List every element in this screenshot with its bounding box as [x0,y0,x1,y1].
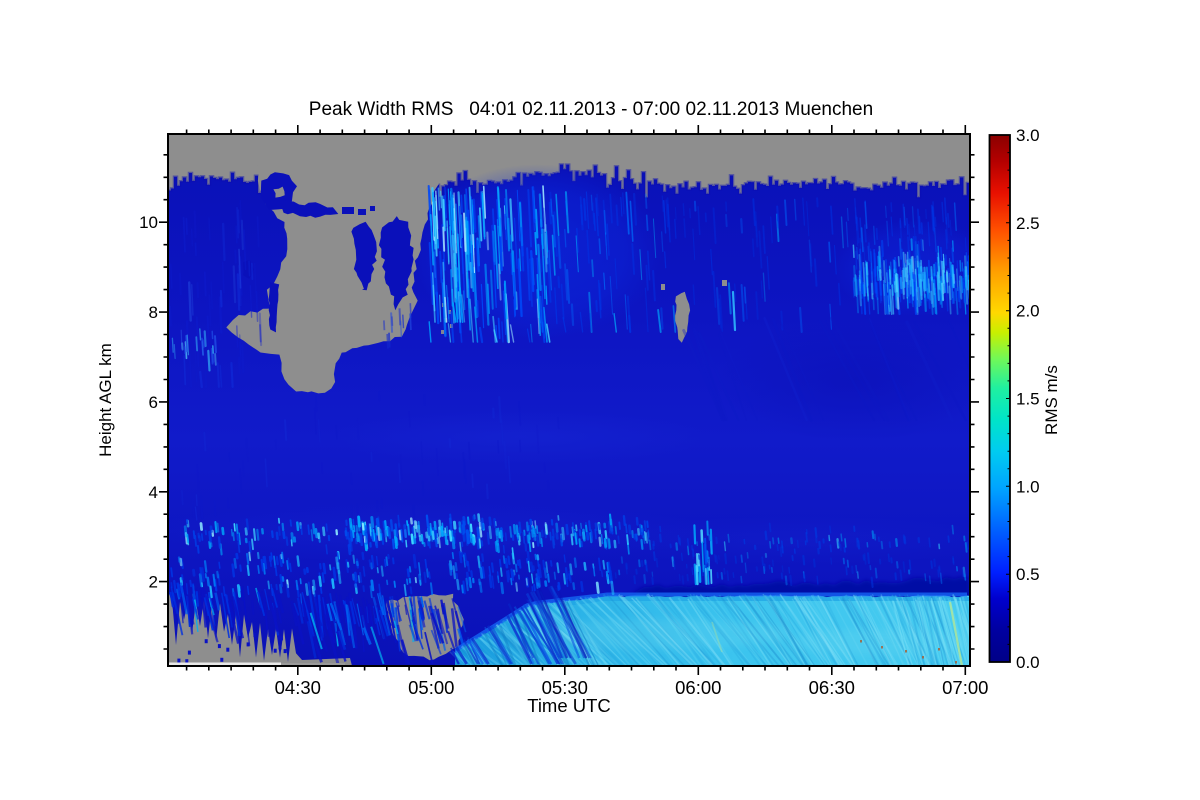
svg-text:06:00: 06:00 [675,677,721,698]
svg-text:Height AGL km: Height AGL km [96,343,115,457]
svg-text:6: 6 [149,393,158,412]
svg-text:3.0: 3.0 [1016,126,1040,145]
svg-text:8: 8 [149,303,158,322]
svg-text:0.5: 0.5 [1016,565,1040,584]
svg-text:Peak Width RMS 04:01 02.11.2: Peak Width RMS 04:01 02.11.2013 - 07:00 … [309,99,873,120]
svg-text:2.0: 2.0 [1016,302,1040,321]
svg-text:1.0: 1.0 [1016,477,1040,496]
svg-text:07:00: 07:00 [942,677,988,698]
svg-text:05:00: 05:00 [408,677,454,698]
svg-text:1.5: 1.5 [1016,390,1040,409]
svg-text:2: 2 [149,573,158,592]
svg-text:04:30: 04:30 [275,677,321,698]
svg-text:4: 4 [149,483,158,502]
svg-text:RMS m/s: RMS m/s [1042,365,1061,435]
svg-text:10: 10 [139,213,158,232]
svg-text:06:30: 06:30 [809,677,855,698]
svg-text:Time UTC: Time UTC [527,695,611,716]
svg-text:0.0: 0.0 [1016,653,1040,672]
svg-text:05:30: 05:30 [542,677,588,698]
svg-text:2.5: 2.5 [1016,214,1040,233]
